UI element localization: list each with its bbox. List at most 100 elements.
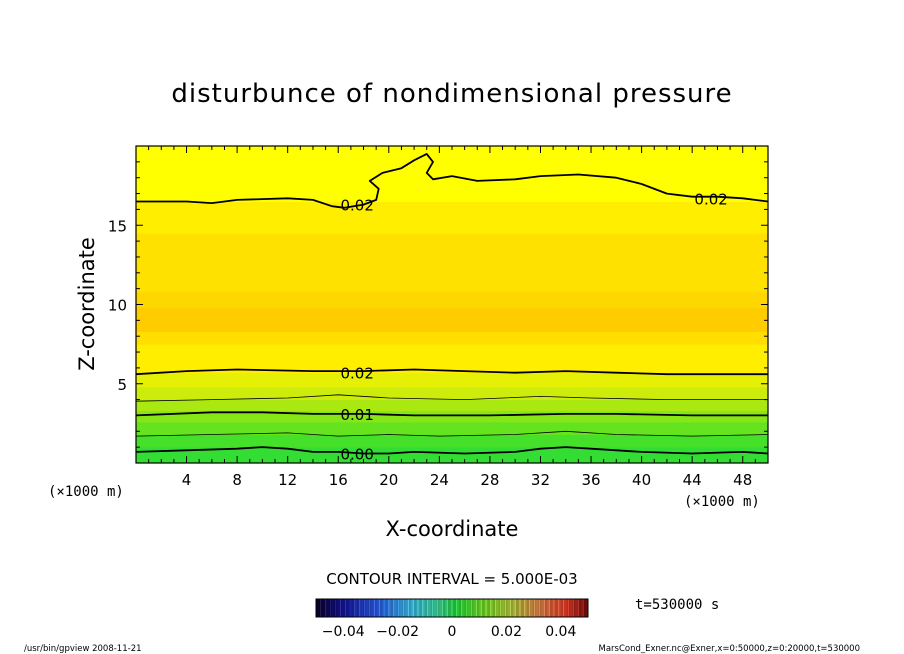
field-band <box>136 399 768 412</box>
colorbar-cell <box>345 599 350 617</box>
field-band <box>136 201 768 234</box>
colorbar-cells <box>316 599 588 617</box>
colorbar-cell <box>316 599 321 617</box>
colorbar-cell <box>578 599 584 617</box>
field-band <box>136 386 768 401</box>
y-axis-ticks: 5 10 15 <box>108 145 768 464</box>
colorbar-cell <box>505 599 511 617</box>
colorbar-cell <box>500 599 506 617</box>
colorbar-cell <box>558 599 564 617</box>
x-tick-label: 12 <box>278 471 297 489</box>
colorbar-cell <box>568 599 574 617</box>
colorbar-cell <box>340 599 346 617</box>
colorbar-cell <box>471 599 477 617</box>
contour-labels: 0.02 0.02 0.02 0.01 0.00 <box>340 190 727 463</box>
colorbar-tick-label: −0.02 <box>376 624 419 640</box>
colorbar-cell <box>413 599 418 617</box>
y-tick-label: 5 <box>117 376 127 394</box>
x-tick-label: 24 <box>430 471 449 489</box>
colorbar-cell <box>403 599 409 617</box>
colorbar: −0.04 −0.02 0 0.02 0.04 <box>315 598 589 640</box>
colorbar-tick-labels: −0.04 −0.02 0 0.02 0.04 <box>322 624 577 640</box>
field-band <box>136 372 768 388</box>
x-tick-label: 28 <box>480 471 499 489</box>
colorbar-cell <box>325 599 331 617</box>
chart-title: disturbunce of nondimensional pressure <box>171 79 732 109</box>
contour-interval-text: CONTOUR INTERVAL = 5.000E-03 <box>326 570 577 588</box>
x-tick-label: 20 <box>379 471 398 489</box>
footer-left: /usr/bin/gpview 2008-11-21 <box>24 644 142 654</box>
colorbar-cell <box>388 599 394 617</box>
colorbar-cell <box>549 599 554 617</box>
colorbar-cell <box>529 599 535 617</box>
field-band <box>136 344 768 374</box>
contour-label: 0.01 <box>340 406 373 424</box>
colorbar-cell <box>452 599 457 617</box>
y-axis-label: Z-coordinate <box>75 237 99 371</box>
time-stamp-text: t=530000 s <box>635 597 719 613</box>
x-axis-ticks: 4 8 12 16 20 24 28 32 36 40 44 48 <box>135 146 769 489</box>
colorbar-cell <box>495 599 501 617</box>
colorbar-tick-label: 0.02 <box>491 624 522 640</box>
colorbar-cell <box>369 599 375 617</box>
field-band <box>136 447 768 464</box>
colorbar-cell <box>544 599 550 617</box>
colorbar-cell <box>554 599 559 617</box>
x-tick-label: 44 <box>683 471 702 489</box>
contour-lines <box>135 153 769 455</box>
contour-label: 0.02 <box>340 197 373 215</box>
contour-line <box>135 446 769 455</box>
x-axis-label: X-coordinate <box>386 517 519 541</box>
colorbar-cell <box>481 599 486 617</box>
field-band <box>136 291 768 309</box>
field-band <box>136 410 768 423</box>
colorbar-cell <box>437 599 443 617</box>
colorbar-tick-label: 0 <box>448 624 457 640</box>
contour-label: 0.02 <box>340 365 373 383</box>
x-unit-left: (×1000 m) <box>48 484 124 500</box>
colorbar-cell <box>335 599 341 617</box>
colorbar-cell <box>374 599 380 617</box>
y-tick-label: 15 <box>108 217 127 235</box>
colorbar-cell <box>510 599 516 617</box>
colorbar-cell <box>432 599 438 617</box>
colorbar-cell <box>330 599 336 617</box>
colorbar-cell <box>466 599 472 617</box>
colorbar-cell <box>364 599 370 617</box>
footer-right: MarsCond_Exner.nc@Exner,x=0:50000,z=0:20… <box>598 644 860 654</box>
colorbar-cell <box>398 599 404 617</box>
contour-label: 0.02 <box>694 190 727 208</box>
x-tick-label: 40 <box>632 471 651 489</box>
colorbar-cell <box>534 599 540 617</box>
colorbar-cell <box>490 599 496 617</box>
colorbar-cell <box>515 599 520 617</box>
colorbar-cell <box>384 599 389 617</box>
colorbar-cell <box>408 599 414 617</box>
field-band <box>136 307 768 332</box>
field-band <box>136 331 768 345</box>
plot-area: 0.02 0.020.020.010.00 4 8 12 16 20 24 28 32 36 40 4… <box>108 145 769 489</box>
colorbar-tick-label: 0.04 <box>545 624 576 640</box>
colorbar-cell <box>379 599 384 617</box>
contour-line <box>135 411 768 417</box>
colorbar-cell <box>427 599 433 617</box>
colorbar-cell <box>447 599 452 617</box>
colorbar-cell <box>486 599 491 617</box>
colorbar-cell <box>359 599 365 617</box>
contour-line <box>135 430 769 437</box>
colorbar-cell <box>573 599 579 617</box>
x-tick-label: 4 <box>182 471 192 489</box>
x-tick-label: 32 <box>531 471 550 489</box>
colorbar-cell <box>476 599 482 617</box>
colorbar-cell <box>393 599 399 617</box>
colorbar-cell <box>320 599 326 617</box>
colorbar-cell <box>354 599 360 617</box>
colorbar-cell <box>520 599 525 617</box>
contour-label: 0.00 <box>340 445 373 463</box>
colorbar-cell <box>563 599 569 617</box>
colorbar-cell <box>456 599 462 617</box>
x-tick-label: 8 <box>232 471 242 489</box>
colorbar-tick-label: −0.04 <box>322 624 365 640</box>
colorbar-cell <box>442 599 448 617</box>
